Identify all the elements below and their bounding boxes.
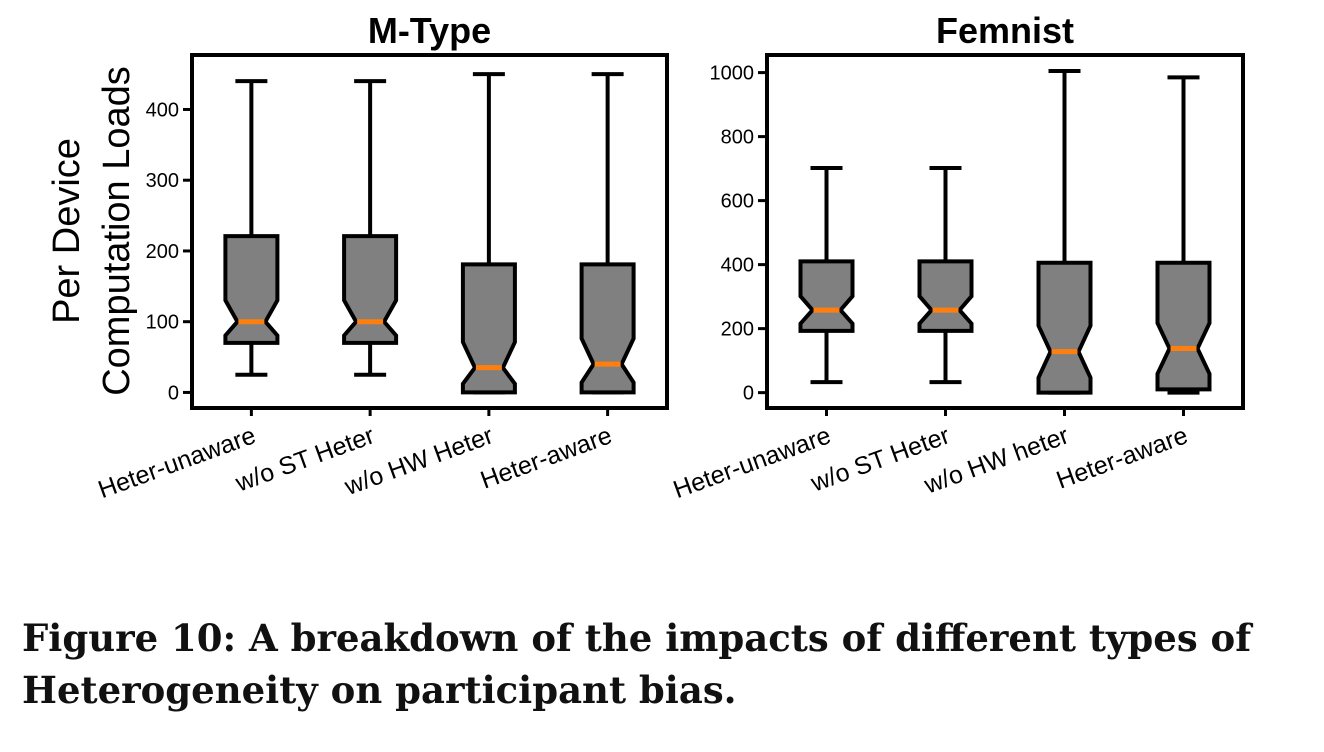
shared-y-axis-label: Per Device Computation Loads: [46, 66, 138, 396]
x-tick-label: Heter-aware: [477, 421, 616, 494]
y-tick-label: 400: [721, 255, 754, 277]
y-tick-label: 200: [721, 319, 754, 341]
chart-title: Femnist: [936, 10, 1074, 51]
chart-title: M-Type: [368, 10, 491, 51]
y-axis-label-line: Per Device: [46, 138, 88, 324]
box: [1155, 260, 1212, 392]
box: [1036, 260, 1093, 395]
box: [460, 262, 517, 395]
axes-frame: [765, 53, 1245, 410]
y-tick-label: 400: [146, 99, 179, 121]
y-tick-label: 800: [721, 127, 754, 149]
x-tick-label: Heter-unaware: [94, 421, 259, 504]
box: [342, 234, 399, 345]
box: [917, 259, 974, 333]
y-tick-label: 200: [146, 241, 179, 263]
x-tick-label: Heter-unaware: [670, 421, 835, 504]
y-tick-label: 600: [721, 191, 754, 213]
y-tick-label: 1000: [710, 63, 755, 85]
y-tick-label: 0: [743, 383, 754, 405]
axes-frame: [190, 53, 669, 410]
figure-caption: Figure 10: A breakdown of the impacts of…: [22, 616, 1252, 712]
panel-femnist: Femnist02004006008001000Heter-unawarew/o…: [670, 10, 1245, 504]
box: [798, 259, 855, 333]
x-tick-label: Heter-aware: [1053, 421, 1192, 494]
y-tick-label: 300: [146, 170, 179, 192]
box: [579, 262, 636, 395]
y-tick-label: 100: [146, 312, 179, 334]
y-tick-label: 0: [168, 382, 179, 404]
y-axis-label-line: Computation Loads: [96, 66, 138, 396]
box: [223, 234, 280, 345]
figure: Per Device Computation Loads M-Type 0 100 20…: [46, 10, 1245, 504]
